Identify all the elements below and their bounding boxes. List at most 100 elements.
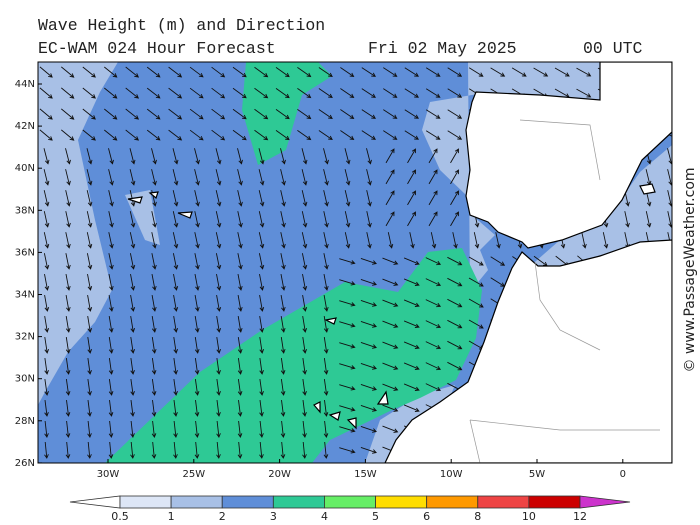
arrow (216, 400, 221, 417)
arrow (189, 108, 204, 120)
arrow (125, 66, 140, 78)
arrow (275, 67, 290, 78)
arrow (403, 257, 420, 265)
arrow (237, 337, 243, 354)
arrow (385, 148, 395, 164)
arrow (340, 67, 355, 78)
arrow (189, 129, 204, 141)
arrow (82, 66, 96, 78)
arrow (301, 190, 308, 207)
arrow (108, 337, 114, 354)
arrow (323, 316, 329, 333)
colorbar-segment (528, 495, 581, 509)
arrow (258, 211, 265, 228)
lon-label: 30W (97, 469, 120, 480)
arrow (258, 232, 265, 249)
arrow (146, 129, 161, 141)
arrow (44, 337, 50, 354)
arrow (339, 342, 356, 349)
arrow (297, 67, 312, 78)
colorbar-segment (324, 495, 376, 509)
arrow (65, 316, 71, 333)
arrow (425, 341, 442, 350)
arrow (151, 169, 157, 186)
colorbar-label: 6 (423, 510, 430, 523)
arrow (428, 190, 438, 206)
time: 00 UTC (583, 39, 643, 58)
arrow (168, 66, 183, 78)
arrow (302, 295, 308, 312)
arrow (172, 211, 179, 228)
arrow (151, 295, 157, 312)
arrow (258, 190, 265, 207)
arrow (360, 362, 377, 370)
arrow (194, 441, 200, 459)
colorbar-label: 5 (372, 510, 379, 523)
lat-label: 44N (15, 79, 35, 90)
arrow (425, 383, 442, 392)
arrow (450, 148, 459, 164)
lon-label: 0 (620, 469, 626, 480)
arrow (323, 295, 329, 312)
arrow (344, 211, 351, 228)
colorbar-segment (221, 495, 274, 509)
lat-label: 30N (15, 374, 35, 385)
arrow (382, 404, 399, 412)
arrow (232, 129, 247, 141)
arrow (108, 316, 114, 333)
colorbar-end (579, 495, 631, 509)
arrow (259, 358, 264, 375)
arrow (44, 316, 50, 333)
arrow (151, 148, 157, 165)
light-region (528, 145, 672, 268)
arrow (425, 67, 441, 77)
arrow (259, 274, 265, 291)
arrow (385, 190, 395, 206)
arrow (533, 67, 549, 77)
arrow (87, 441, 92, 459)
map (38, 62, 672, 463)
arrow (360, 425, 377, 433)
arrow (430, 232, 437, 249)
arrow (361, 109, 376, 119)
arrow (323, 232, 329, 249)
arrow (237, 420, 243, 438)
arrow (44, 295, 50, 312)
arrow (108, 253, 114, 270)
arrow (194, 211, 200, 228)
arrow (194, 253, 200, 270)
arrow (667, 169, 672, 186)
arrow (387, 232, 394, 249)
arrow (280, 379, 286, 396)
arrow (259, 295, 265, 312)
arrow (280, 211, 286, 228)
arrow (65, 253, 71, 270)
arrow (425, 299, 442, 308)
arrow (216, 316, 222, 333)
arrow (39, 129, 53, 141)
arrow (297, 130, 312, 141)
arrow (360, 320, 377, 328)
arrow (576, 67, 592, 77)
arrow (237, 358, 243, 375)
arrow (339, 384, 356, 391)
arrow (323, 358, 329, 375)
arrow (301, 211, 308, 228)
arrow (173, 274, 179, 291)
arrow (425, 130, 441, 140)
arrow (146, 108, 161, 120)
arrow (237, 441, 243, 459)
arrow (82, 108, 96, 120)
arrow (130, 400, 135, 417)
arrow (130, 295, 136, 312)
arrow (168, 87, 183, 99)
arrow (172, 148, 179, 165)
colorbar-label: 12 (573, 510, 587, 523)
arrow (259, 337, 265, 354)
arrow (86, 190, 93, 207)
arrow (129, 211, 136, 228)
arrow (216, 274, 222, 291)
arrow (65, 379, 71, 396)
colorbar-label: 0.5 (111, 510, 129, 523)
arrow (259, 441, 264, 459)
